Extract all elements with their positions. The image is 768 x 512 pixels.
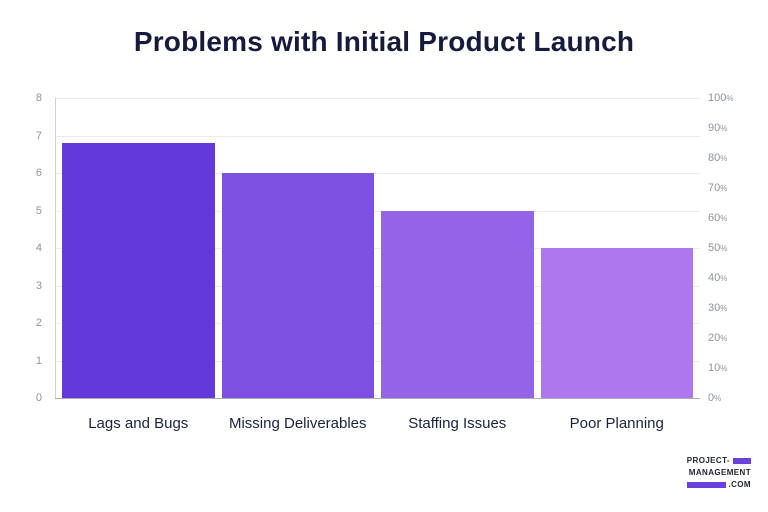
logo-text-project: PROJECT-: [686, 456, 730, 465]
y-axis-left-tick-label: 0: [35, 392, 42, 404]
x-axis-category-label: Staffing Issues: [408, 415, 507, 432]
y-axis-right-tick-label: 0%: [708, 392, 721, 405]
tick-percent-suffix: %: [726, 94, 734, 103]
logo-row-2: MANAGEMENT: [689, 469, 751, 477]
y-axis-right-tick-label: 80%: [708, 152, 727, 165]
x-axis-category-label: Poor Planning: [569, 415, 664, 432]
tick-value: 60: [708, 212, 721, 224]
tick-value: 70: [708, 182, 721, 194]
logo-text-com: .COM: [728, 480, 751, 489]
y-axis-right-tick-label: 50%: [708, 242, 727, 255]
tick-value: 100: [708, 92, 727, 104]
tick-percent-suffix: %: [720, 154, 728, 163]
y-axis-left-tick-label: 1: [35, 354, 42, 367]
y-axis-left-tick-label: 7: [35, 129, 42, 142]
x-axis-category-label: Lags and Bugs: [88, 415, 189, 432]
tick-value: 90: [708, 122, 721, 134]
y-axis-right-tick-label: 100%: [708, 92, 733, 105]
logo-accent-bar-icon: [686, 482, 726, 488]
gridline: [55, 285, 700, 287]
y-axis-left-tick-label: 4: [35, 242, 42, 254]
logo-text-management: MANAGEMENT: [688, 468, 751, 477]
x-axis-category-label: Missing Deliverables: [228, 415, 367, 432]
tick-percent-suffix: %: [720, 244, 728, 253]
gridline: [55, 248, 700, 249]
y-axis-right-tick-label: 60%: [708, 212, 727, 225]
logo-row-3: .COM: [686, 480, 752, 489]
y-axis-left-tick-label: 2: [35, 317, 42, 329]
tick-percent-suffix: %: [720, 214, 728, 223]
logo-accent-bar-icon: [733, 458, 751, 464]
tick-value: 50: [708, 242, 721, 254]
tick-percent-suffix: %: [720, 334, 728, 343]
gridline: [55, 135, 700, 137]
gridline: [55, 210, 700, 212]
chart-title: Problems with Initial Product Launch: [133, 26, 635, 57]
y-axis-right-tick-label: 40%: [708, 272, 727, 285]
gridline: [55, 323, 700, 324]
y-axis-left-tick-label: 5: [35, 204, 42, 217]
y-axis-left-tick-label: 6: [35, 167, 42, 179]
project-management-logo: PROJECT- MANAGEMENT .COM: [686, 457, 752, 489]
gridline: [55, 360, 700, 362]
y-axis-right-tick-label: 70%: [708, 182, 727, 195]
y-axis-left-tick-label: 8: [35, 92, 42, 104]
tick-percent-suffix: %: [720, 304, 728, 313]
bar: [540, 248, 693, 398]
tick-value: 40: [708, 272, 721, 284]
tick-value: 20: [708, 332, 721, 344]
y-axis-left-tick-label: 3: [35, 279, 42, 292]
logo-row-1: PROJECT-: [687, 457, 751, 465]
gridline: [55, 98, 700, 99]
tick-percent-suffix: %: [720, 124, 728, 133]
gridline: [55, 173, 700, 174]
tick-percent-suffix: %: [720, 274, 728, 283]
tick-percent-suffix: %: [720, 364, 728, 373]
bar: [221, 173, 374, 398]
y-axis-right-tick-label: 30%: [708, 302, 727, 315]
tick-percent-suffix: %: [720, 184, 728, 193]
tick-percent-suffix: %: [714, 394, 722, 403]
x-axis-baseline: [55, 398, 700, 399]
y-axis-line: [55, 98, 56, 398]
y-axis-right-tick-label: 20%: [708, 332, 727, 345]
bar: [381, 210, 534, 398]
tick-value: 10: [708, 362, 721, 374]
y-axis-right-tick-label: 10%: [708, 362, 727, 375]
tick-value: 30: [708, 302, 721, 314]
bar: [62, 143, 215, 398]
tick-value: 0: [708, 392, 715, 404]
tick-value: 80: [708, 152, 721, 164]
y-axis-right-tick-label: 90%: [708, 122, 727, 135]
